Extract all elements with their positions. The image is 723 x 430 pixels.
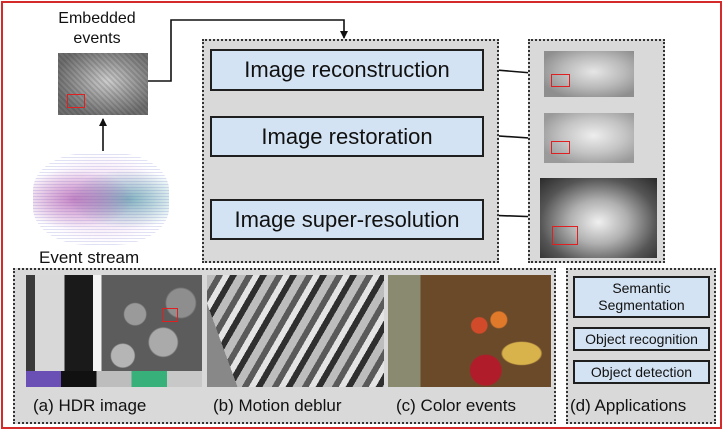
motion-deblur-caption: (b) Motion deblur (213, 396, 342, 415)
embedded-events-label: Embedded events (58, 10, 136, 47)
embedded-events-image (58, 53, 148, 115)
motion-deblur-example (207, 275, 384, 387)
hdr-caption: (a) HDR image (33, 396, 147, 415)
highlight-box (551, 141, 570, 154)
event-stream-image (33, 153, 169, 245)
reconstruction-output-image (544, 51, 634, 97)
image-restoration-box: Image restoration (210, 116, 484, 157)
color-events-caption: (c) Color events (396, 396, 516, 415)
highlight-box (552, 226, 578, 245)
highlight-box (162, 308, 178, 322)
embedded-to-reconstruction-arrow (148, 19, 348, 82)
image-reconstruction-box: Image reconstruction (210, 49, 484, 91)
object-recognition-box: Object recognition (573, 327, 710, 351)
hdr-image-example (26, 275, 202, 387)
hdr-color-strip (26, 371, 202, 387)
image-super-resolution-box: Image super-resolution (210, 199, 484, 240)
restoration-output-image (544, 113, 634, 163)
applications-caption: (d) Applications (570, 396, 687, 415)
super-resolution-output-image (540, 178, 657, 258)
semantic-segmentation-box: Semantic Segmentation (573, 276, 710, 318)
object-detection-box: Object detection (573, 360, 710, 384)
highlight-box (551, 74, 570, 87)
highlight-box (67, 94, 85, 108)
color-events-example (388, 275, 551, 387)
event-stream-label: Event stream (39, 248, 140, 267)
